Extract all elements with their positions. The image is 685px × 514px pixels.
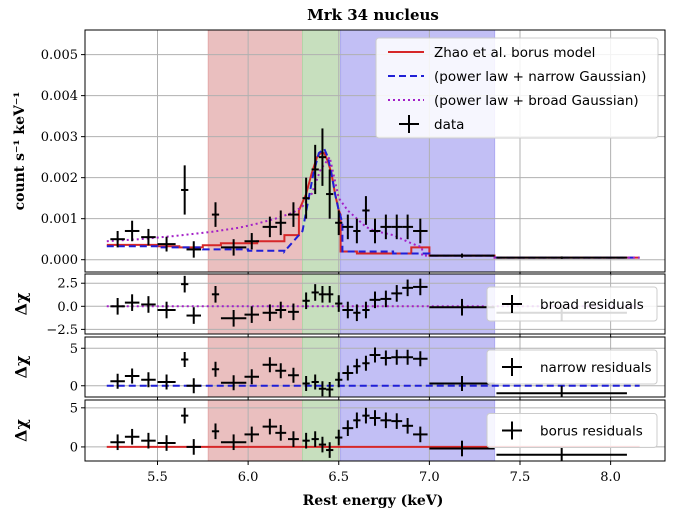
x-tick-label: 8.0: [600, 470, 621, 485]
y-axis-label: count s⁻¹ keV⁻¹: [12, 92, 28, 211]
y-tick-label: −2.5: [46, 323, 78, 338]
panel-narrow_residuals: [85, 337, 665, 397]
shaded-band: [207, 337, 303, 397]
chart-title: Mrk 34 nucleus: [307, 6, 439, 24]
y-tick-label: 0.002: [41, 171, 78, 186]
model-line-borus: [106, 152, 640, 259]
y-tick-label: 0: [70, 379, 78, 394]
shaded-band: [340, 337, 496, 397]
model-line-broad: [106, 154, 640, 259]
model-line-narrow: [106, 147, 640, 259]
legend-label: (power law + narrow Gaussian): [434, 69, 646, 85]
x-tick-label: 5.5: [147, 470, 168, 485]
legend-box: [486, 413, 658, 448]
legend-label: Zhao et al. borus model: [434, 45, 595, 61]
legend-label: (power law + broad Gaussian): [434, 93, 639, 109]
y-tick-label: 2.5: [57, 277, 78, 292]
x-tick-label: 7.0: [419, 470, 440, 485]
legend-label: narrow residuals: [540, 360, 652, 376]
y-tick-label: 0.003: [41, 130, 78, 145]
shaded-band: [302, 274, 342, 334]
axes-frame: [84, 399, 666, 462]
legend-box: [375, 37, 659, 139]
y-tick-label: 0.004: [41, 89, 78, 104]
shaded-band: [207, 400, 303, 461]
shaded-band: [340, 400, 496, 461]
axes-frame: [84, 336, 666, 398]
legend-box: [486, 286, 658, 322]
y-axis-label: Δχ: [12, 292, 31, 315]
legend-label: borus residuals: [540, 424, 643, 440]
y-tick-label: 0.001: [41, 212, 78, 227]
y-tick-label: 0.005: [41, 48, 78, 63]
x-tick-label: 6.5: [328, 470, 349, 485]
panels: Zhao et al. borus model (power law + narr…: [12, 29, 666, 485]
y-tick-label: 5: [70, 342, 78, 357]
y-tick-label: 0: [70, 440, 78, 455]
x-axis-label: Rest energy (keV): [303, 493, 444, 509]
panel-broad_residuals: [85, 274, 665, 334]
axes-frame: [84, 273, 666, 335]
x-tick-label: 7.5: [510, 470, 531, 485]
shaded-band: [207, 30, 303, 272]
y-axis-label: Δχ: [12, 355, 31, 378]
y-axis-label: Δχ: [12, 419, 31, 442]
legend-label: broad residuals: [540, 297, 644, 313]
axes-frame: [84, 29, 666, 273]
y-tick-label: 0.000: [41, 253, 78, 268]
legend-box: [486, 349, 658, 385]
y-tick-label: 5: [70, 401, 78, 416]
legend-label: data: [434, 117, 464, 133]
x-tick-label: 6.0: [238, 470, 259, 485]
y-tick-label: 0.0: [57, 300, 78, 315]
